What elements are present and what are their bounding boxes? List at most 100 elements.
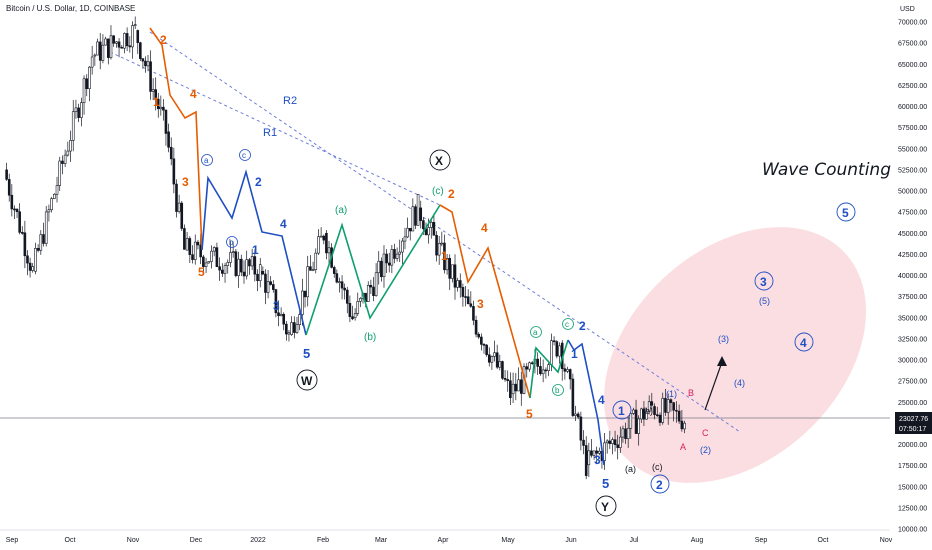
projection-arrow	[704, 361, 723, 411]
svg-text:4: 4	[598, 393, 605, 407]
price-tick-label: 35000.00	[898, 315, 927, 322]
candle-body	[285, 323, 288, 335]
candle-body	[117, 41, 121, 48]
candle-body	[210, 250, 213, 262]
time-tick-label: Sep	[6, 537, 19, 544]
candle-body	[525, 366, 529, 370]
time-tick-label: Feb	[317, 537, 329, 544]
candle-body	[183, 228, 186, 250]
price-tick-label: 12500.00	[898, 505, 927, 512]
svg-text:3: 3	[182, 175, 189, 189]
candle-body	[212, 247, 216, 252]
candle-body	[664, 397, 667, 413]
candle-body	[98, 41, 102, 61]
candle-body	[90, 56, 94, 68]
candle-body	[175, 183, 178, 212]
svg-text:(2): (2)	[700, 445, 711, 455]
candle-body	[672, 402, 675, 411]
candle-body	[199, 244, 202, 258]
time-tick-label: Mar	[375, 537, 388, 544]
candle-body	[466, 296, 470, 305]
time-tick-label: Jul	[630, 537, 639, 544]
projection-arrowhead	[717, 356, 727, 366]
svg-text:2: 2	[579, 319, 586, 333]
candle-body	[437, 243, 441, 256]
candle-body	[619, 436, 622, 448]
candle-body	[26, 255, 29, 264]
candle-body	[629, 413, 633, 429]
candle-body	[587, 450, 591, 466]
wave-path-green-2	[529, 339, 569, 399]
candle-body	[634, 409, 638, 434]
svg-text:2: 2	[160, 33, 167, 47]
candle-body	[5, 169, 8, 180]
wave-labels: 2 1 4 3 5 a c b 2 1 4 3 5 (a) (b) (c) 2 …	[153, 33, 856, 494]
candle-body	[80, 102, 83, 118]
svg-text:a: a	[204, 156, 209, 165]
time-tick-label: Aug	[691, 537, 704, 544]
price-tick-label: 50000.00	[898, 189, 927, 196]
candle-body	[677, 410, 681, 422]
price-tick-label: 10000.00	[898, 527, 927, 534]
candle-body	[566, 369, 569, 372]
price-axis[interactable]: 70000.00 67500.00 65000.00 62500.00 60000.00…	[898, 20, 927, 534]
candle-body	[517, 379, 520, 392]
candle-body	[427, 227, 430, 236]
candle-body	[539, 366, 542, 375]
candle-body	[448, 257, 452, 279]
svg-text:W: W	[301, 374, 313, 388]
candle-body	[624, 428, 627, 439]
candle-body	[123, 33, 126, 49]
candle-body	[637, 418, 640, 434]
candle-body	[261, 270, 265, 275]
candle-body	[528, 362, 531, 370]
candle-body	[440, 242, 444, 245]
trendline-r1	[109, 51, 441, 206]
candle-body	[406, 227, 409, 238]
svg-text:4: 4	[481, 221, 488, 235]
svg-text:(c): (c)	[652, 462, 663, 472]
candle-body	[47, 209, 51, 213]
wave-path-orange-2	[439, 204, 531, 399]
candle-body	[231, 251, 235, 253]
trendline-label-r2: R2	[283, 95, 297, 107]
candle-body	[642, 408, 646, 420]
candle-body	[239, 258, 243, 273]
time-axis[interactable]: Sep Oct Nov Dec 2022 Feb Mar Apr May Jun Jul Aug Sep…	[6, 537, 893, 544]
candle-body	[544, 369, 548, 372]
candle-body	[151, 89, 155, 92]
candle-body	[253, 256, 257, 275]
candle-body	[374, 272, 378, 296]
candle-body	[480, 336, 483, 345]
candle-body	[380, 260, 383, 278]
candle-body	[590, 450, 593, 456]
projection-ellipse	[603, 227, 867, 483]
candle-body	[242, 271, 246, 277]
candle-body	[237, 258, 240, 276]
svg-text:(b): (b)	[364, 332, 376, 343]
svg-text:(3): (3)	[718, 334, 729, 344]
wave-path-orange-1	[149, 27, 203, 251]
candle-body	[188, 238, 192, 255]
symbol-title[interactable]: Bitcoin / U.S. Dollar, 1D, COINBASE	[6, 4, 136, 13]
svg-text:(1): (1)	[666, 389, 677, 399]
svg-text:1: 1	[618, 404, 625, 418]
candle-body	[458, 280, 462, 288]
candle-body	[193, 241, 197, 260]
candle-body	[576, 413, 580, 418]
candlestick-series	[5, 16, 686, 480]
candle-body	[461, 287, 465, 297]
time-tick-label: May	[501, 537, 515, 544]
candle-body	[266, 281, 270, 293]
candle-body	[592, 450, 596, 456]
candle-body	[555, 341, 559, 357]
candle-body	[311, 269, 315, 271]
candle-body	[159, 106, 163, 110]
candle-body	[325, 232, 328, 254]
candle-body	[58, 160, 62, 186]
candle-body	[71, 111, 75, 141]
candle-body	[511, 383, 515, 395]
candle-body	[303, 290, 307, 298]
svg-text:2: 2	[656, 478, 663, 492]
